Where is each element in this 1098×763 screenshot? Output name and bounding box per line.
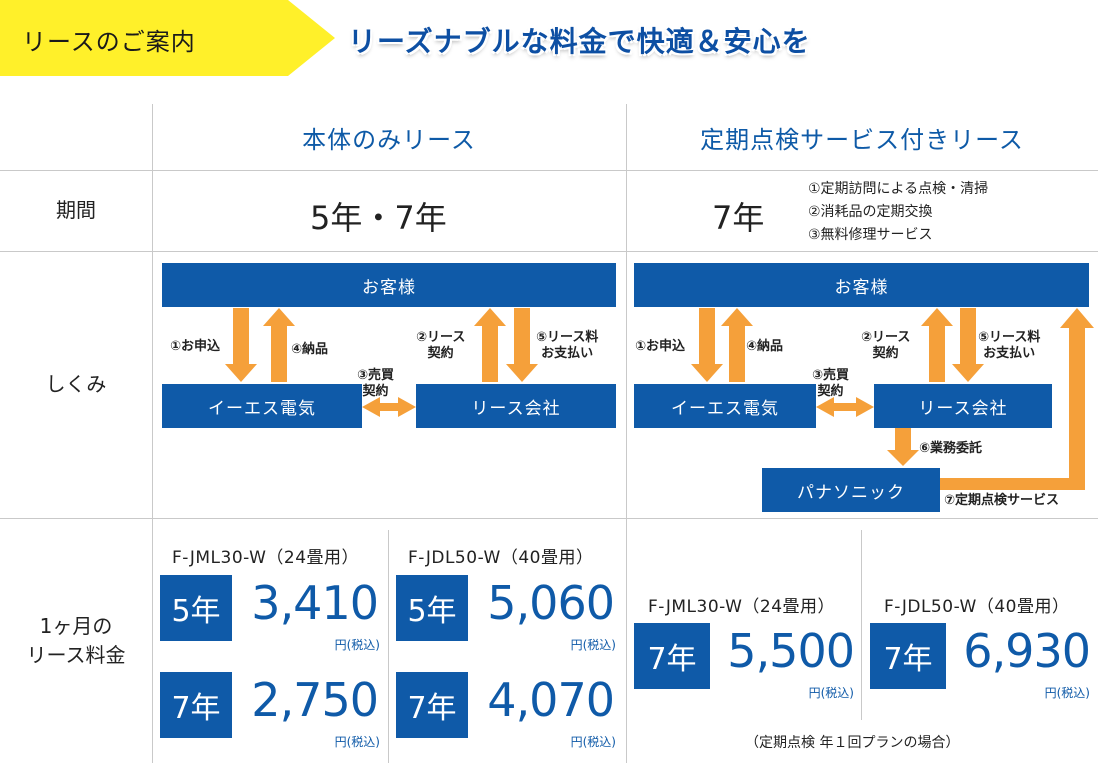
years-badge: 7年 xyxy=(634,623,710,689)
price-unit: 円(税込) xyxy=(808,686,854,700)
tag-banner-shape xyxy=(0,0,335,76)
years-badge: 7年 xyxy=(160,672,232,738)
section-tag-label: リースのご案内 xyxy=(22,28,196,56)
footnote: （定期点検 年１回プランの場合） xyxy=(745,735,960,751)
price-unit: 円(税込) xyxy=(570,638,616,652)
step-delivery-label: ④納品 xyxy=(291,342,329,357)
period-basic: 5年・7年 xyxy=(310,199,447,237)
grid-line xyxy=(626,104,627,763)
arrow-apply xyxy=(691,308,723,382)
grid-line xyxy=(152,104,153,763)
lease-company-box: リース会社 xyxy=(874,384,1052,428)
lease-company-box: リース会社 xyxy=(416,384,616,428)
arrow-lease-payment xyxy=(506,308,538,382)
row-label-scheme: しくみ xyxy=(45,372,107,396)
panasonic-box: パナソニック xyxy=(762,468,940,512)
grid-line xyxy=(0,518,1098,519)
arrow-lease-contract xyxy=(474,308,506,382)
es-denki-box: イーエス電気 xyxy=(634,384,816,428)
model-name: F-JDL50-W（40畳用） xyxy=(408,548,594,568)
years-badge: 7年 xyxy=(870,623,946,689)
monthly-price: 4,070 xyxy=(487,673,615,727)
monthly-price: 6,930 xyxy=(963,624,1091,678)
service-note: ②消耗品の定期交換 xyxy=(808,204,933,220)
grid-line xyxy=(0,251,1098,252)
step-delivery-label: ④納品 xyxy=(746,339,784,354)
monthly-price: 3,410 xyxy=(251,576,379,630)
customer-box: お客様 xyxy=(162,263,616,307)
monthly-price: 2,750 xyxy=(251,673,379,727)
column-header-service: 定期点検サービス付きリース xyxy=(700,125,1024,154)
arrow-sales-contract xyxy=(816,397,874,417)
step-lease-contract-label: ②リース 契約 xyxy=(416,330,466,361)
period-service: 7年 xyxy=(712,199,765,237)
row-label-period: 期間 xyxy=(56,198,96,222)
price-unit: 円(税込) xyxy=(334,735,380,749)
price-unit: 円(税込) xyxy=(1044,686,1090,700)
row-label-fee: 1ヶ月の リース料金 xyxy=(26,613,126,667)
step-apply-label: ①お申込 xyxy=(170,339,221,354)
years-badge: 7年 xyxy=(396,672,468,738)
step-apply-label: ①お申込 xyxy=(635,339,686,354)
grid-line xyxy=(0,170,1098,171)
headline: リーズナブルな料金で快適＆安心を xyxy=(348,25,811,58)
arrow-sales-contract xyxy=(362,397,416,417)
column-header-basic: 本体のみリース xyxy=(302,125,476,154)
monthly-price: 5,060 xyxy=(487,576,615,630)
arrow-lease-payment xyxy=(952,308,984,382)
grid-line xyxy=(388,530,389,763)
price-unit: 円(税込) xyxy=(570,735,616,749)
step-lease-contract-label: ②リース 契約 xyxy=(861,330,911,361)
model-name: F-JML30-W（24畳用） xyxy=(648,597,836,617)
years-badge: 5年 xyxy=(396,575,468,641)
service-note: ③無料修理サービス xyxy=(808,227,933,243)
service-notes: ①定期訪問による点検・清掃 ②消耗品の定期交換 ③無料修理サービス xyxy=(808,178,988,247)
arrow-lease-contract xyxy=(921,308,953,382)
arrow-inspection-service xyxy=(940,308,1094,490)
arrow-delivery xyxy=(721,308,753,382)
model-name: F-JML30-W（24畳用） xyxy=(172,548,360,568)
step-lease-payment-label: ⑤リース料 お支払い xyxy=(536,330,599,361)
step-inspection-service-label: ⑦定期点検サービス xyxy=(944,493,1060,508)
grid-line xyxy=(861,530,862,720)
section-tag: リースのご案内 xyxy=(0,0,335,76)
arrow-apply xyxy=(225,308,257,382)
customer-box: お客様 xyxy=(634,263,1089,307)
arrow-outsourcing xyxy=(887,428,919,466)
arrow-delivery xyxy=(263,308,295,382)
price-unit: 円(税込) xyxy=(334,638,380,652)
years-badge: 5年 xyxy=(160,575,232,641)
step-sales-contract-label: ③売買 契約 xyxy=(812,368,850,399)
step-sales-contract-label: ③売買 契約 xyxy=(357,368,395,399)
monthly-price: 5,500 xyxy=(727,624,855,678)
step-lease-payment-label: ⑤リース料 お支払い xyxy=(978,330,1041,361)
es-denki-box: イーエス電気 xyxy=(162,384,362,428)
step-outsourcing-label: ⑥業務委託 xyxy=(919,441,983,456)
service-note: ①定期訪問による点検・清掃 xyxy=(808,181,989,197)
model-name: F-JDL50-W（40畳用） xyxy=(884,597,1070,617)
